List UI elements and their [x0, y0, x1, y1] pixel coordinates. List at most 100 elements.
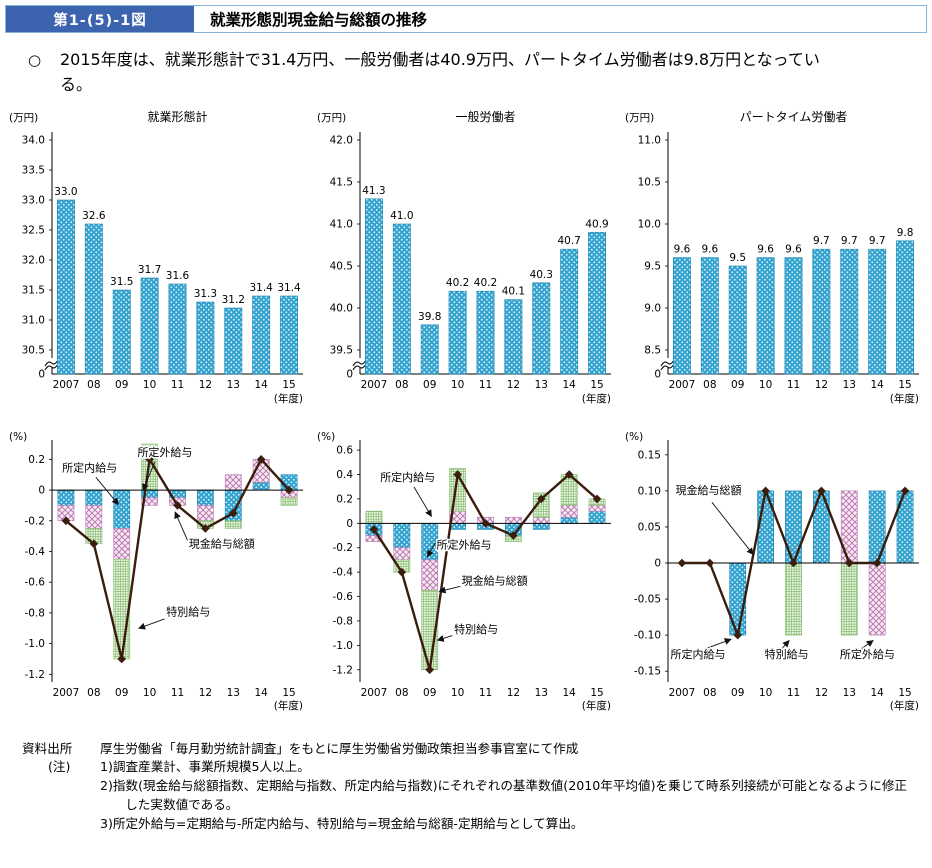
svg-text:特別給与: 特別給与: [166, 604, 210, 618]
chart-cell-total-employment: (万円) 就業形態計 34.0 33.5 33.0 32.5 32.0 31.5 31.0 30.…: [4, 106, 312, 408]
svg-text:14: 14: [254, 687, 268, 699]
svg-text:12: 12: [199, 687, 212, 699]
svg-text:0.05: 0.05: [638, 521, 661, 533]
svg-text:-0.2: -0.2: [333, 542, 354, 554]
svg-text:08: 08: [87, 379, 100, 391]
svg-text:31.5: 31.5: [22, 284, 45, 296]
svg-text:11: 11: [787, 687, 800, 699]
svg-text:13: 13: [227, 379, 240, 391]
svg-text:9.8: 9.8: [897, 226, 914, 238]
svg-text:14: 14: [254, 379, 268, 391]
svg-text:12: 12: [815, 379, 828, 391]
note-row-2: 2)指数(現金給与総額指数、定期給与指数、所定内給与指数)にそれぞれの基準数値(…: [22, 777, 932, 815]
svg-text:11: 11: [171, 379, 184, 391]
svg-text:0: 0: [38, 368, 45, 380]
svg-text:13: 13: [535, 687, 548, 699]
svg-text:31.6: 31.6: [166, 270, 190, 282]
svg-text:31.5: 31.5: [110, 276, 133, 288]
bullet-circle-icon: ○: [28, 51, 42, 69]
svg-text:11: 11: [787, 379, 800, 391]
svg-text:0: 0: [654, 368, 661, 380]
svg-text:2007: 2007: [53, 379, 80, 391]
summary-paragraph: ○ 2015年度は、就業形態計で31.4万円、一般労働者は40.9万円、パートタ…: [28, 48, 828, 98]
svg-text:(年度): (年度): [890, 392, 919, 405]
note-row-1: (注) 1)調査産業計、事業所規模5人以上。: [22, 758, 932, 777]
svg-text:現金給与総額: 現金給与総額: [462, 573, 528, 587]
svg-text:40.2: 40.2: [474, 277, 497, 289]
svg-text:41.5: 41.5: [330, 176, 353, 188]
svg-text:-1.2: -1.2: [25, 668, 46, 680]
svg-text:40.9: 40.9: [585, 218, 608, 230]
svg-text:40.7: 40.7: [557, 235, 580, 247]
svg-text:-0.8: -0.8: [333, 615, 354, 627]
svg-text:08: 08: [395, 379, 408, 391]
svg-text:41.0: 41.0: [330, 218, 353, 230]
svg-text:パートタイム労働者: パートタイム労働者: [740, 110, 848, 124]
svg-text:0.10: 0.10: [638, 485, 661, 497]
svg-text:0: 0: [654, 557, 661, 569]
source-notes: 資料出所 厚生労働省「毎月勤労統計調査」をもとに厚生労働省労働政策担当参事官室に…: [22, 740, 932, 834]
svg-text:所定内給与: 所定内給与: [380, 469, 435, 483]
svg-text:39.5: 39.5: [330, 344, 353, 356]
svg-text:12: 12: [815, 687, 828, 699]
svg-text:一般労働者: 一般労働者: [455, 109, 515, 124]
svg-text:08: 08: [395, 687, 408, 699]
svg-text:0.15: 0.15: [638, 449, 661, 461]
svg-text:15: 15: [898, 687, 911, 699]
note-row-3: 3)所定外給与=定期給与-所定内給与、特別給与=現金給与総額-定期給与として算出…: [22, 815, 932, 834]
svg-text:2007: 2007: [361, 379, 388, 391]
svg-text:32.0: 32.0: [22, 254, 45, 266]
svg-text:12: 12: [199, 379, 212, 391]
svg-text:12: 12: [507, 687, 520, 699]
svg-text:10: 10: [759, 687, 772, 699]
svg-text:(年度): (年度): [274, 392, 303, 405]
svg-text:15: 15: [282, 379, 295, 391]
svg-text:13: 13: [843, 687, 856, 699]
svg-text:特別給与: 特別給与: [765, 647, 809, 661]
svg-text:10.5: 10.5: [638, 176, 661, 188]
stacked-chart-total-employment: (%)0.2 0 -0.2 -0.4 -0.6 -0.8 -1.0 -1.2 2007 08 09 1…: [9, 431, 303, 712]
svg-text:9.0: 9.0: [644, 302, 661, 314]
svg-text:13: 13: [535, 379, 548, 391]
chart-cell-parttime-workers: (万円) パートタイム労働者 11.0 10.5 10.0 9.5 9.0 8.5 0 9.6 9.…: [620, 106, 928, 408]
svg-text:31.4: 31.4: [249, 282, 273, 294]
svg-text:09: 09: [115, 687, 128, 699]
svg-text:08: 08: [703, 687, 716, 699]
svg-text:9.5: 9.5: [729, 252, 746, 264]
svg-text:-0.4: -0.4: [25, 546, 46, 558]
svg-text:41.0: 41.0: [390, 210, 413, 222]
svg-text:-1.0: -1.0: [25, 638, 46, 650]
figure-header: 第1-(5)-1図 就業形態別現金給与総額の推移: [5, 5, 927, 33]
svg-text:-0.6: -0.6: [25, 576, 46, 588]
svg-text:09: 09: [731, 379, 744, 391]
svg-text:15: 15: [898, 379, 911, 391]
bar-chart-general-workers: (万円) 一般労働者 42.0 41.5 41.0 40.5 40.0 39.5 0 41.3 41…: [317, 109, 611, 405]
svg-text:14: 14: [562, 379, 576, 391]
chart-cell-general-contribution: (%) 0.6 0.4 0.2 0 -0.2 -0.4 -0.6 -0.8 -1.0 -1.2 200…: [312, 426, 620, 728]
svg-text:9.6: 9.6: [674, 243, 691, 255]
svg-text:0.2: 0.2: [28, 453, 45, 465]
svg-text:現金給与総額: 現金給与総額: [189, 536, 255, 550]
svg-text:09: 09: [731, 687, 744, 699]
svg-text:15: 15: [590, 687, 603, 699]
document-page: 第1-(5)-1図 就業形態別現金給与総額の推移 ○ 2015年度は、就業形態計…: [0, 5, 932, 868]
svg-text:9.6: 9.6: [785, 243, 802, 255]
svg-text:33.0: 33.0: [54, 186, 77, 198]
svg-text:42.0: 42.0: [330, 134, 353, 146]
svg-text:09: 09: [423, 687, 436, 699]
svg-text:(万円): (万円): [317, 112, 346, 124]
svg-text:31.4: 31.4: [277, 282, 301, 294]
charts-area: (万円) 就業形態計 34.0 33.5 33.0 32.5 32.0 31.5 31.0 30.…: [0, 106, 932, 728]
svg-text:-0.15: -0.15: [634, 665, 661, 677]
chart-cell-total-contribution: (%) 0.2 0 -0.2 -0.4 -0.6 -0.8 -1.0 -1.2 2007 08 09 1…: [4, 426, 312, 728]
svg-text:-1.2: -1.2: [333, 664, 354, 676]
svg-text:30.5: 30.5: [22, 344, 45, 356]
svg-text:(%): (%): [9, 431, 27, 443]
svg-text:09: 09: [115, 379, 128, 391]
note-item-3: 3)所定外給与=定期給与-所定内給与、特別給与=現金給与総額-定期給与として算出…: [100, 816, 584, 832]
source-label: 資料出所: [22, 740, 73, 756]
svg-text:40.3: 40.3: [530, 268, 553, 280]
svg-text:所定外給与: 所定外給与: [840, 647, 895, 661]
note-item-2: 2)指数(現金給与総額指数、定期給与指数、所定内給与指数)にそれぞれの基準数値(…: [100, 778, 908, 813]
svg-text:2007: 2007: [669, 687, 696, 699]
